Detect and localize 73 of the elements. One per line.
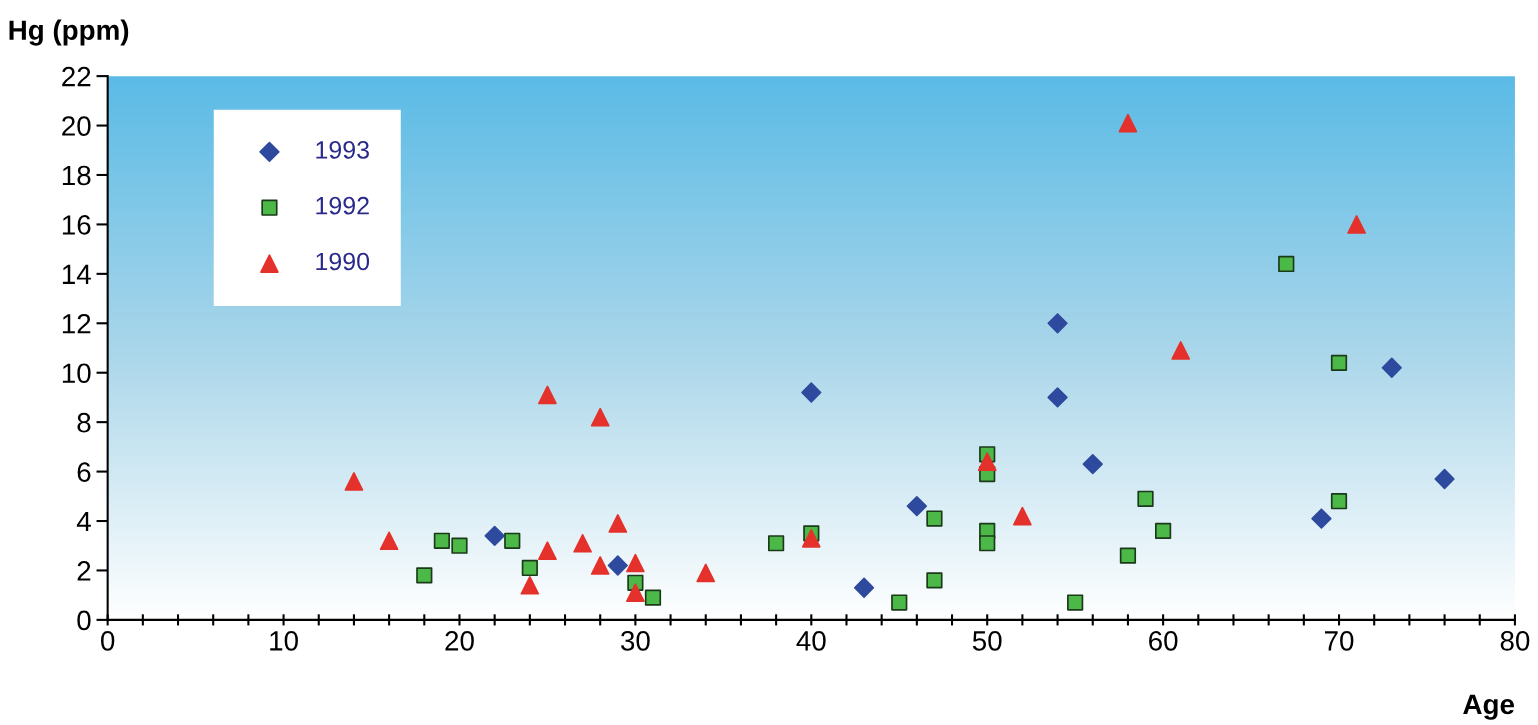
y-tick-label: 16: [62, 215, 91, 235]
y-tick-label: 12: [62, 313, 91, 334]
point: [644, 589, 662, 606]
point: [891, 594, 908, 611]
x-tick-label: 80: [1500, 631, 1530, 651]
point: [1118, 113, 1138, 133]
x-tick-label: 40: [796, 631, 826, 651]
y-tick-label: 22: [62, 66, 91, 87]
x-tick-label: 30: [621, 631, 650, 651]
point: [801, 528, 821, 548]
point: [1119, 547, 1137, 564]
point: [696, 563, 716, 583]
point: [1154, 522, 1172, 540]
point: [484, 525, 505, 546]
point: [451, 537, 468, 554]
y-tick-label: 4: [76, 511, 91, 532]
point: [521, 559, 538, 577]
legend-label: 1992: [316, 196, 369, 215]
x-tick-label: 0: [101, 631, 115, 651]
point: [926, 572, 943, 589]
point: [1347, 215, 1366, 234]
point: [626, 553, 645, 573]
point: [1171, 341, 1191, 360]
point: [906, 496, 927, 517]
point: [1067, 594, 1084, 611]
point: [538, 541, 557, 561]
point: [590, 407, 610, 427]
x-tick-label: 20: [445, 631, 474, 651]
point: [1047, 313, 1068, 334]
point: [1434, 468, 1455, 490]
point: [1278, 255, 1295, 273]
point: [1013, 506, 1032, 526]
point: [1311, 508, 1332, 529]
y-tick-label: 18: [62, 165, 91, 186]
point: [520, 575, 540, 595]
point: [926, 510, 943, 527]
y-tick-label: 0: [77, 610, 91, 631]
point: [1381, 357, 1402, 378]
point: [1082, 454, 1103, 475]
point: [1137, 490, 1154, 507]
point: [979, 535, 996, 552]
point: [538, 385, 557, 405]
y-tick-label: 2: [77, 561, 91, 581]
x-tick-label: 50: [972, 631, 1002, 651]
point: [1330, 493, 1348, 510]
point: [590, 556, 610, 575]
point: [573, 533, 592, 553]
y-tick-label: 20: [62, 116, 91, 136]
legend-label: 1990: [316, 252, 370, 271]
point: [1330, 354, 1348, 371]
y-axis-title: Hg (ppm): [9, 19, 129, 46]
point: [977, 452, 997, 472]
point: [767, 535, 785, 552]
x-tick-label: 60: [1149, 631, 1178, 651]
point: [607, 555, 628, 576]
point: [416, 567, 433, 584]
y-tick-label: 8: [77, 412, 91, 433]
y-tick-label: 10: [62, 363, 91, 384]
point: [801, 382, 822, 403]
legend-label: 1993: [316, 141, 369, 159]
x-axis-title: Age: [1463, 694, 1514, 720]
point: [1047, 387, 1068, 408]
point: [433, 532, 451, 549]
y-tick-label: 14: [62, 264, 91, 284]
x-tick-label: 10: [270, 631, 298, 651]
x-tick-label: 70: [1325, 631, 1354, 651]
point: [379, 531, 399, 551]
point: [626, 583, 645, 603]
point: [853, 577, 875, 598]
point: [608, 514, 628, 533]
point: [504, 532, 521, 549]
y-tick-label: 6: [77, 462, 91, 482]
point: [344, 472, 364, 491]
